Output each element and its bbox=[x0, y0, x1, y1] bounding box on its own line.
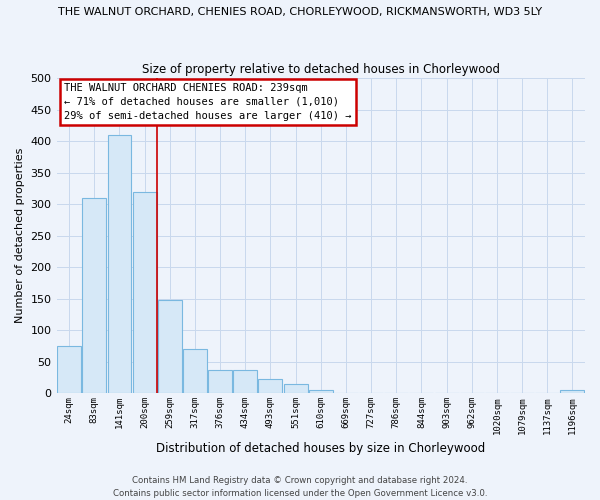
Bar bbox=[82, 198, 106, 394]
Bar bbox=[259, 380, 283, 394]
Title: Size of property relative to detached houses in Chorleywood: Size of property relative to detached ho… bbox=[142, 62, 500, 76]
Bar bbox=[309, 390, 333, 394]
Bar bbox=[158, 300, 182, 394]
Text: THE WALNUT ORCHARD CHENIES ROAD: 239sqm
← 71% of detached houses are smaller (1,: THE WALNUT ORCHARD CHENIES ROAD: 239sqm … bbox=[64, 83, 352, 121]
Bar bbox=[284, 384, 308, 394]
Bar bbox=[208, 370, 232, 394]
Y-axis label: Number of detached properties: Number of detached properties bbox=[15, 148, 25, 324]
Text: THE WALNUT ORCHARD, CHENIES ROAD, CHORLEYWOOD, RICKMANSWORTH, WD3 5LY: THE WALNUT ORCHARD, CHENIES ROAD, CHORLE… bbox=[58, 8, 542, 18]
Text: Contains HM Land Registry data © Crown copyright and database right 2024.
Contai: Contains HM Land Registry data © Crown c… bbox=[113, 476, 487, 498]
Bar bbox=[183, 349, 207, 394]
X-axis label: Distribution of detached houses by size in Chorleywood: Distribution of detached houses by size … bbox=[156, 442, 485, 455]
Bar bbox=[133, 192, 157, 394]
Bar bbox=[560, 390, 584, 394]
Bar bbox=[57, 346, 81, 394]
Bar bbox=[233, 370, 257, 394]
Bar bbox=[107, 135, 131, 394]
